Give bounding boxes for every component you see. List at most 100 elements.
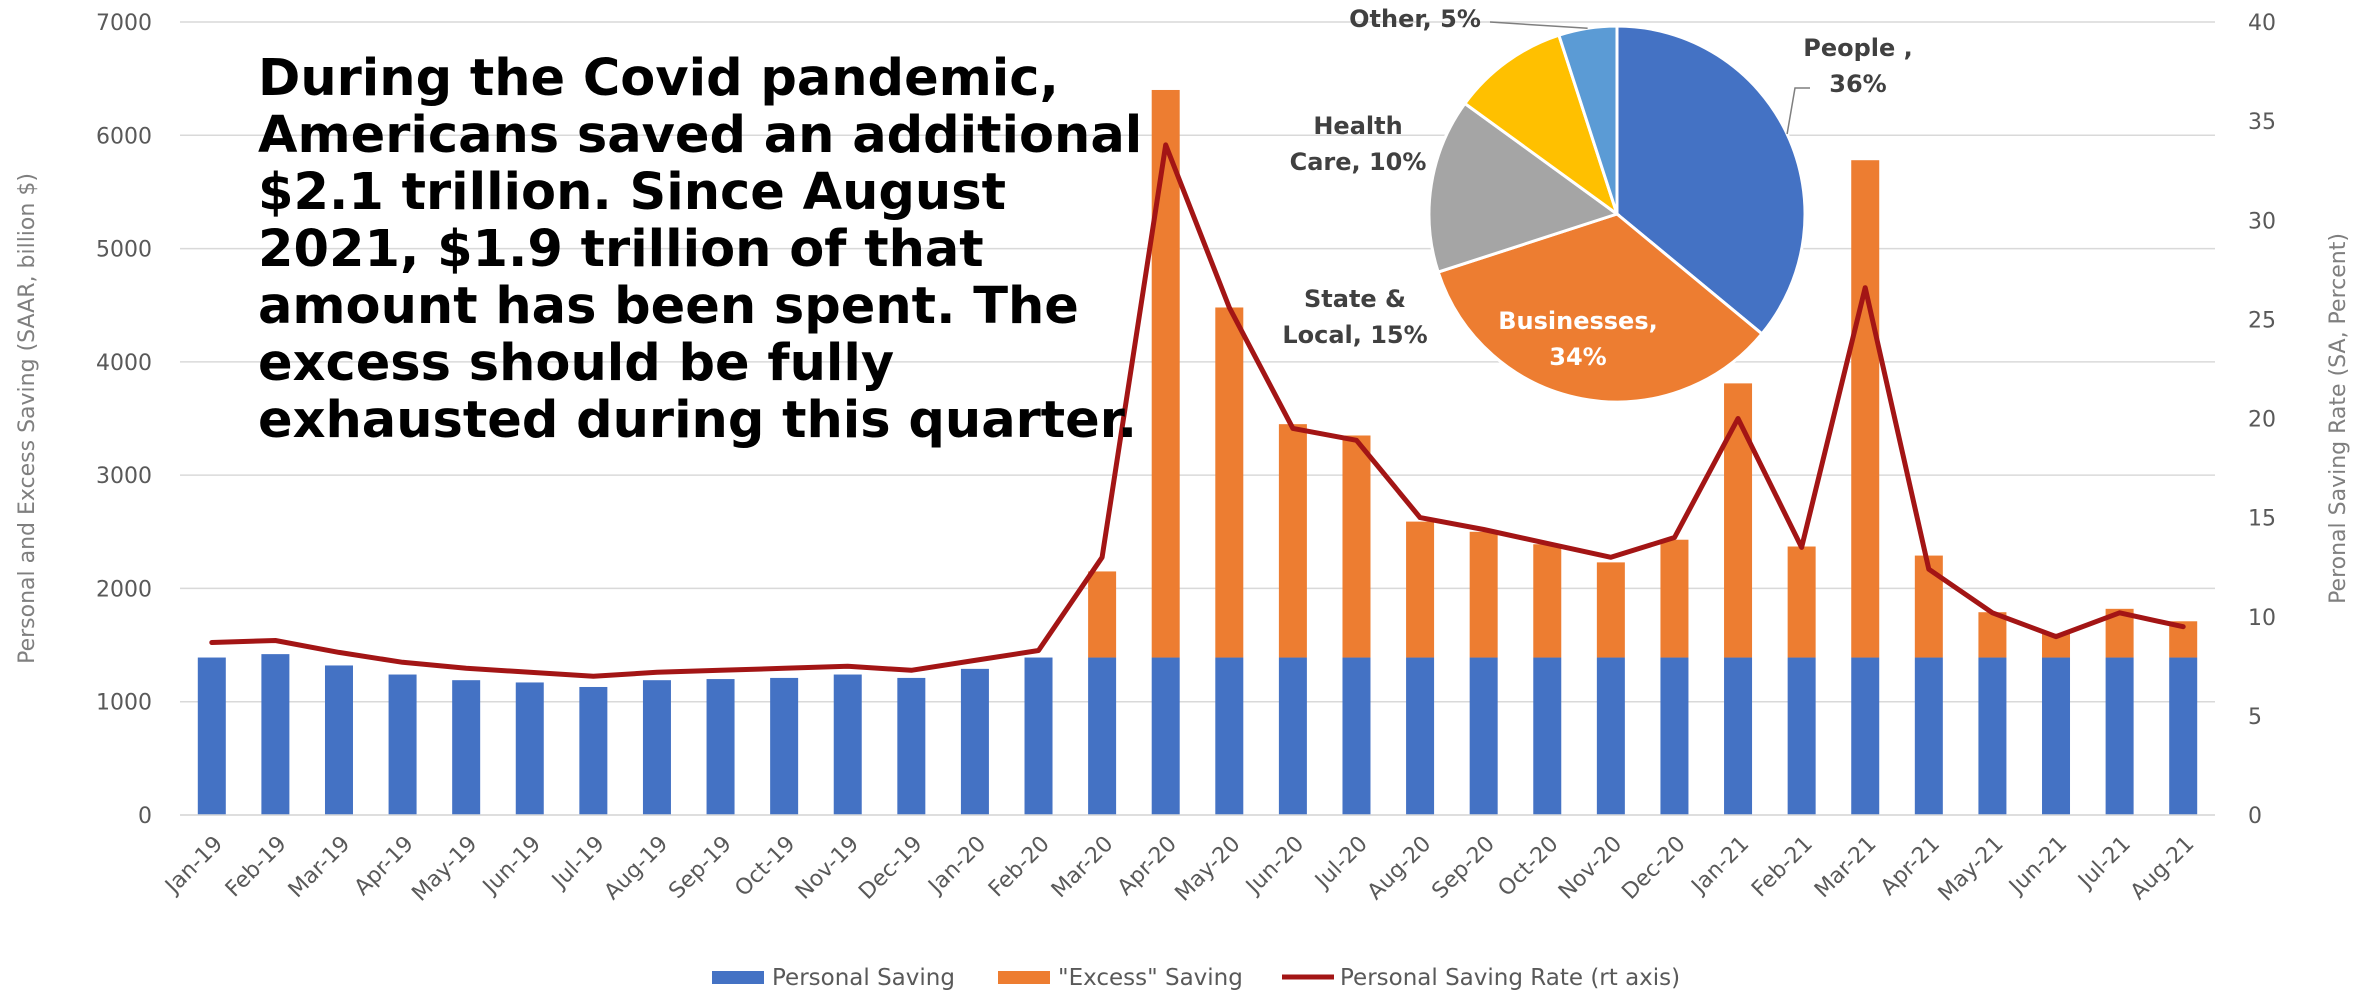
y2-tick-label: 35 — [2248, 110, 2276, 135]
x-tick-label: Oct-20 — [1494, 832, 1564, 902]
y-tick-label: 2000 — [96, 577, 152, 602]
bar-excess-saving — [1724, 383, 1753, 658]
x-tick-label: Jun-20 — [1240, 832, 1309, 901]
bar-personal-saving — [324, 665, 353, 815]
x-tick-label: Dec-19 — [854, 832, 927, 905]
x-tick-label: Aug-21 — [2126, 832, 2199, 905]
y-tick-label: 0 — [138, 804, 152, 829]
x-tick-label: Nov-19 — [791, 832, 864, 905]
x-tick-label: Sep-19 — [664, 832, 736, 904]
bar-personal-saving — [770, 677, 799, 815]
x-tick-label: Jul-21 — [2073, 832, 2136, 895]
x-tick-label: Mar-21 — [1810, 832, 1881, 903]
pie-label-line: Local, 15% — [1282, 321, 1427, 349]
bar-excess-saving — [1787, 546, 1816, 658]
pie-chart: People , 36% Businesses, 34% State & Local, 1… — [1282, 5, 1913, 404]
legend-label-excess-saving: "Excess" Saving — [1058, 965, 1243, 991]
pie-label: People , 36% — [1803, 34, 1913, 98]
bar-excess-saving — [1914, 555, 1943, 658]
bar-personal-saving — [1151, 657, 1180, 815]
bar-excess-saving — [1596, 562, 1625, 658]
pie-label-line: State & — [1304, 285, 1406, 313]
x-tick-label: May-20 — [1171, 832, 1246, 907]
y-tick-label: 3000 — [96, 464, 152, 489]
bar-personal-saving — [388, 674, 417, 815]
bar-personal-saving — [1851, 657, 1880, 815]
x-tick-label: Sep-20 — [1428, 832, 1500, 904]
pie-label-line: Other, 5% — [1349, 5, 1481, 33]
y-tick-label: 7000 — [96, 11, 152, 36]
y2-tick-label: 30 — [2248, 209, 2276, 234]
bar-personal-saving — [197, 657, 226, 815]
bar-personal-saving — [833, 674, 862, 815]
bar-excess-saving — [1978, 612, 2007, 658]
x-tick-label: Jul-20 — [1309, 832, 1372, 895]
x-tick-label: Jan-19 — [160, 832, 228, 900]
pie-label-line: 34% — [1549, 343, 1606, 371]
pie-label: Businesses, 34% — [1498, 307, 1658, 371]
bar-personal-saving — [1787, 657, 1816, 815]
bar-excess-saving — [1533, 544, 1562, 658]
x-tick-label: Jan-21 — [1686, 832, 1754, 900]
bar-excess-saving — [1215, 307, 1244, 658]
x-tick-label: Mar-19 — [284, 832, 355, 903]
bar-excess-saving — [1406, 521, 1435, 658]
y2-tick-label: 15 — [2248, 507, 2276, 532]
bar-personal-saving — [642, 680, 671, 815]
y2-tick-label: 40 — [2248, 11, 2276, 36]
bar-personal-saving — [1024, 657, 1053, 815]
bar-personal-saving — [2169, 657, 2198, 815]
saving-rate-line — [209, 142, 2186, 679]
legend-swatch-excess-saving — [998, 971, 1050, 984]
bar-personal-saving — [1914, 657, 1943, 815]
x-tick-label: Dec-20 — [1617, 832, 1690, 905]
pie-leader-line — [1786, 87, 1810, 135]
pie-slice — [1436, 212, 1765, 404]
x-tick-label: May-19 — [407, 832, 482, 907]
bar-personal-saving — [1533, 657, 1562, 815]
bar-personal-saving — [261, 654, 290, 815]
legend-swatch-personal-saving — [712, 971, 764, 984]
pie-leader-line — [1489, 21, 1588, 30]
pie-label: State & Local, 15% — [1282, 285, 1427, 349]
pie-label: Other, 5% — [1349, 5, 1481, 33]
pie-slice — [1427, 101, 1621, 274]
bar-personal-saving — [1978, 657, 2007, 815]
bar-excess-saving — [1151, 89, 1180, 658]
x-tick-label: Feb-19 — [221, 832, 292, 903]
bar-excess-saving — [1851, 160, 1880, 658]
x-tick-label: Oct-19 — [730, 832, 800, 902]
legend-label-saving-rate: Personal Saving Rate (rt axis) — [1340, 965, 1680, 991]
y2-tick-label: 25 — [2248, 308, 2276, 333]
y2-tick-label: 0 — [2248, 804, 2262, 829]
y-tick-label: 4000 — [96, 351, 152, 376]
bar-personal-saving — [1215, 657, 1244, 815]
bar-personal-saving — [579, 686, 608, 815]
bar-personal-saving — [1596, 657, 1625, 815]
bar-personal-saving — [1469, 657, 1498, 815]
bar-personal-saving — [1342, 657, 1371, 815]
pie-label-line: People , — [1803, 34, 1913, 62]
bar-personal-saving — [1278, 657, 1307, 815]
bar-personal-saving — [1088, 657, 1117, 815]
y2-tick-label: 20 — [2248, 408, 2276, 433]
bar-personal-saving — [2105, 657, 2134, 815]
x-tick-label: Nov-20 — [1554, 832, 1627, 905]
pie-label-line: 36% — [1829, 70, 1886, 98]
legend-label-personal-saving: Personal Saving — [772, 965, 955, 991]
x-tick-label: May-21 — [1934, 832, 2009, 907]
y-axis-title: Personal and Excess Saving (SAAR, billio… — [15, 173, 40, 664]
pie-slice — [1462, 33, 1620, 218]
saving-rate-polyline — [209, 142, 2186, 679]
bar-personal-saving — [706, 679, 735, 815]
y2-tick-label: 10 — [2248, 606, 2276, 631]
x-tick-label: Mar-20 — [1047, 832, 1118, 903]
x-tick-label: Jun-19 — [477, 832, 546, 901]
bar-excess-saving — [1469, 531, 1498, 658]
x-tick-label: Jul-19 — [546, 832, 609, 895]
bar-excess-saving — [1278, 424, 1307, 658]
pie-label-line: Care, 10% — [1290, 148, 1427, 176]
bar-excess-saving — [2042, 633, 2071, 658]
